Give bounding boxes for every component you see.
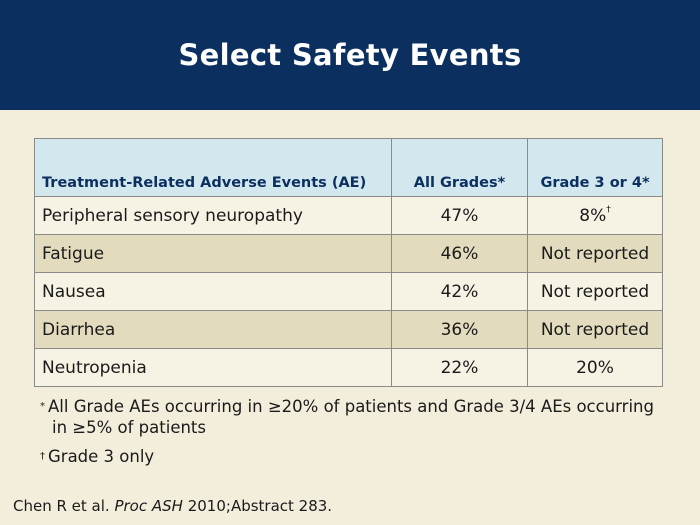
cell-grade-3-4: 20% [527,348,663,387]
table-row: Fatigue 46% Not reported [34,234,663,273]
cell-grade-3-4: Not reported [527,234,663,273]
cell-all-grades: 36% [391,310,528,349]
column-header-event: Treatment-Related Adverse Events (AE) [34,138,392,197]
cell-event: Nausea [34,272,392,311]
table-row: Neutropenia 22% 20% [34,348,663,387]
cell-all-grades: 46% [391,234,528,273]
citation-details: 2010;Abstract 283. [187,497,333,515]
cell-event: Neutropenia [34,348,392,387]
cell-event: Peripheral sensory neuropathy [34,196,392,235]
cell-event: Fatigue [34,234,392,273]
citation-journal: Proc ASH [114,497,183,515]
safety-events-table: Treatment-Related Adverse Events (AE) Al… [34,138,663,387]
column-header-grade-3-4: Grade 3 or 4* [527,138,663,197]
table-row: Peripheral sensory neuropathy 47% 8%† [34,196,663,235]
cell-grade-3-4: Not reported [527,310,663,349]
cell-all-grades: 42% [391,272,528,311]
footnote-text: Grade 3 only [48,447,155,466]
dagger-mark: † [606,204,611,215]
citation-authors: Chen R et al. [13,497,110,515]
footnote-dagger: † Grade 3 only [40,446,660,467]
citation: Chen R et al. Proc ASH 2010;Abstract 283… [13,497,332,515]
cell-grade-3-4-value: 8% [579,205,607,226]
title-banner: Select Safety Events [0,0,700,110]
cell-grade-3-4: 8%† [527,196,663,235]
cell-all-grades: 22% [391,348,528,387]
table-row: Nausea 42% Not reported [34,272,663,311]
footnote-mark: * [40,401,45,412]
table-row: Diarrhea 36% Not reported [34,310,663,349]
table-header-row: Treatment-Related Adverse Events (AE) Al… [34,138,663,197]
footnote-mark: † [40,451,45,462]
footnote-text: All Grade AEs occurring in ≥20% of patie… [48,397,654,437]
footnote-asterisk: * All Grade AEs occurring in ≥20% of pati… [40,396,660,438]
column-header-all-grades: All Grades* [391,138,528,197]
footnotes: * All Grade AEs occurring in ≥20% of pati… [40,396,660,467]
cell-event: Diarrhea [34,310,392,349]
cell-grade-3-4: Not reported [527,272,663,311]
cell-all-grades: 47% [391,196,528,235]
slide-title: Select Safety Events [178,38,522,72]
